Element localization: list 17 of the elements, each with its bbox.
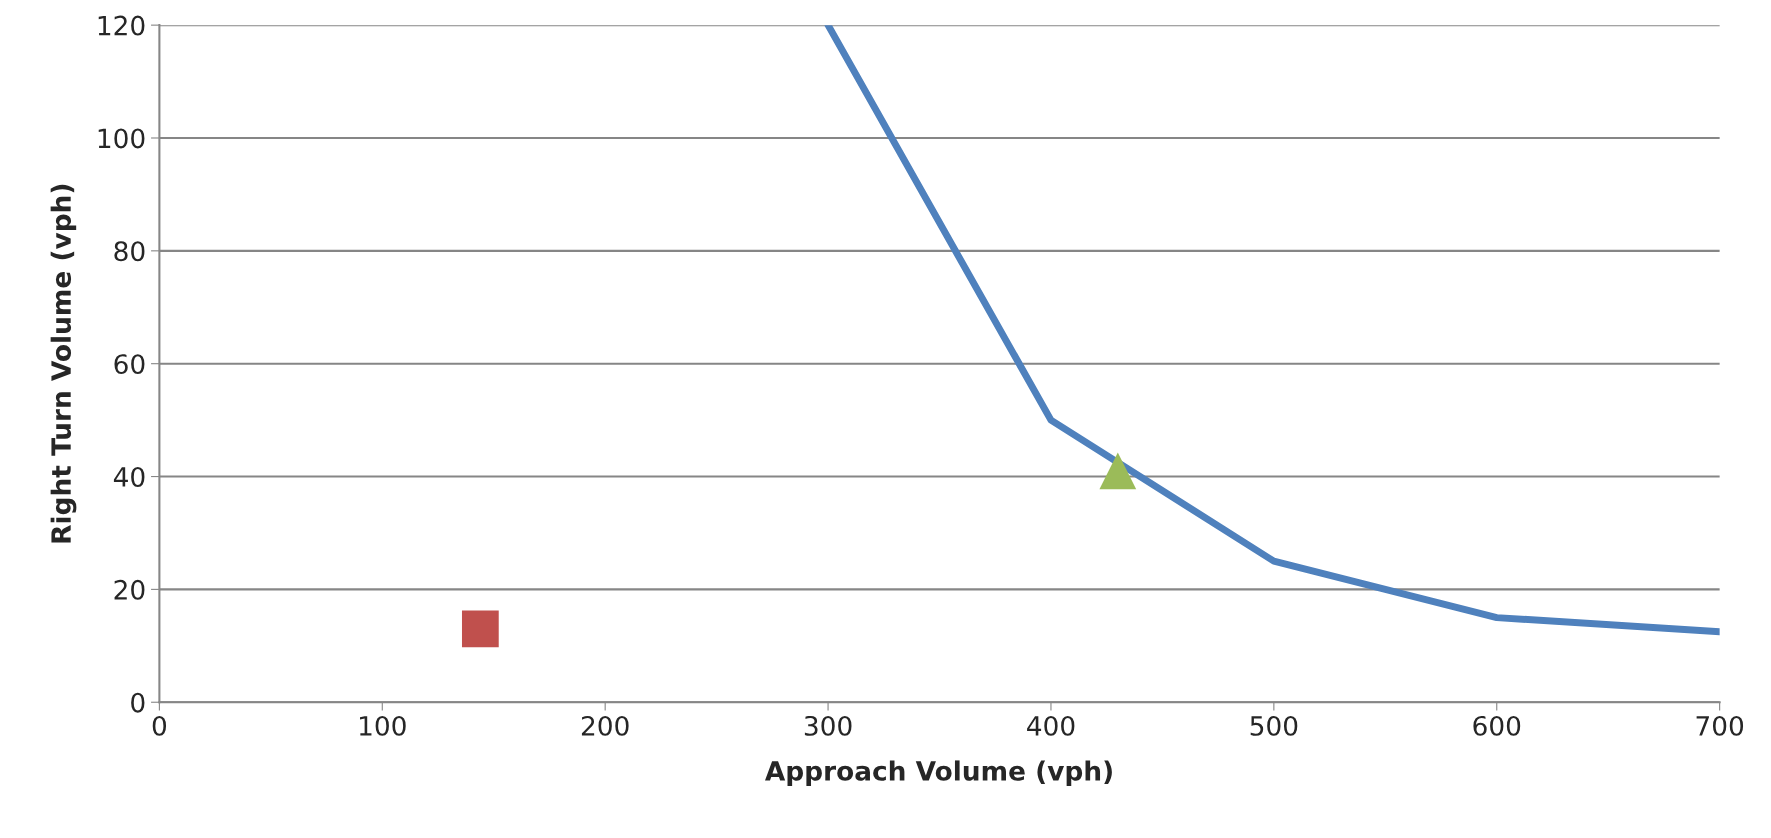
y-tick-label: 80 bbox=[114, 241, 145, 262]
y-axis-title: Right Turn Volume (vph) bbox=[50, 184, 77, 543]
y-tick-label: 40 bbox=[113, 466, 145, 487]
x-tick-label: 300 bbox=[804, 715, 852, 736]
x-tick-label: 100 bbox=[360, 715, 406, 736]
y-tick-label: 120 bbox=[98, 15, 145, 36]
y-tick-label: 60 bbox=[114, 354, 145, 375]
x-tick-label: 0 bbox=[152, 715, 167, 736]
x-tick-label: 600 bbox=[1473, 715, 1521, 736]
x-tick-label: 400 bbox=[1027, 715, 1075, 736]
x-tick-label: 700 bbox=[1696, 715, 1744, 736]
x-tick-label: 500 bbox=[1250, 715, 1298, 736]
y-tick-label: 0 bbox=[131, 692, 145, 713]
y-tick-label: 100 bbox=[98, 128, 145, 149]
x-axis-title: Approach Volume (vph) bbox=[765, 760, 1112, 786]
y-tick-label: 20 bbox=[114, 579, 145, 600]
x-tick-label: 200 bbox=[581, 715, 629, 736]
